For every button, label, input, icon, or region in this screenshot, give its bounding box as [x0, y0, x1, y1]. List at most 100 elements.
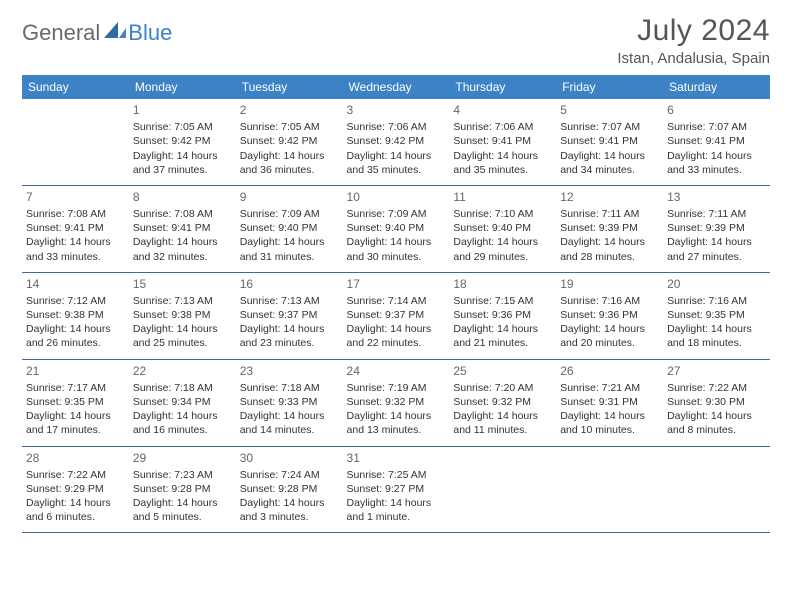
day-number: 29 — [133, 450, 232, 466]
calendar-day-cell: 11Sunrise: 7:10 AMSunset: 9:40 PMDayligh… — [449, 185, 556, 272]
sunset-line: Sunset: 9:27 PM — [347, 482, 446, 496]
sunrise-line: Sunrise: 7:09 AM — [240, 207, 339, 221]
sunrise-line: Sunrise: 7:16 AM — [560, 294, 659, 308]
sunrise-line: Sunrise: 7:18 AM — [133, 381, 232, 395]
sunrise-line: Sunrise: 7:25 AM — [347, 468, 446, 482]
sunset-line: Sunset: 9:35 PM — [667, 308, 766, 322]
calendar-header-row: SundayMondayTuesdayWednesdayThursdayFrid… — [22, 75, 770, 99]
calendar-week-row: 21Sunrise: 7:17 AMSunset: 9:35 PMDayligh… — [22, 359, 770, 446]
sunrise-line: Sunrise: 7:18 AM — [240, 381, 339, 395]
day-number: 3 — [347, 102, 446, 118]
weekday-header: Wednesday — [343, 75, 450, 99]
day-number: 26 — [560, 363, 659, 379]
sunset-line: Sunset: 9:36 PM — [560, 308, 659, 322]
daylight-line: Daylight: 14 hours and 14 minutes. — [240, 409, 339, 437]
calendar-day-cell: 31Sunrise: 7:25 AMSunset: 9:27 PMDayligh… — [343, 446, 450, 533]
sunrise-line: Sunrise: 7:05 AM — [240, 120, 339, 134]
daylight-line: Daylight: 14 hours and 25 minutes. — [133, 322, 232, 350]
calendar-day-cell: 30Sunrise: 7:24 AMSunset: 9:28 PMDayligh… — [236, 446, 343, 533]
header: General Blue July 2024 Istan, Andalusia,… — [22, 14, 770, 67]
sunset-line: Sunset: 9:39 PM — [560, 221, 659, 235]
sunset-line: Sunset: 9:32 PM — [453, 395, 552, 409]
daylight-line: Daylight: 14 hours and 1 minute. — [347, 496, 446, 524]
calendar-day-cell: 26Sunrise: 7:21 AMSunset: 9:31 PMDayligh… — [556, 359, 663, 446]
daylight-line: Daylight: 14 hours and 34 minutes. — [560, 149, 659, 177]
sunrise-line: Sunrise: 7:20 AM — [453, 381, 552, 395]
calendar-day-cell — [449, 446, 556, 533]
weekday-header: Friday — [556, 75, 663, 99]
sunrise-line: Sunrise: 7:07 AM — [560, 120, 659, 134]
sunset-line: Sunset: 9:28 PM — [133, 482, 232, 496]
sunset-line: Sunset: 9:41 PM — [133, 221, 232, 235]
sunrise-line: Sunrise: 7:24 AM — [240, 468, 339, 482]
daylight-line: Daylight: 14 hours and 11 minutes. — [453, 409, 552, 437]
day-number: 17 — [347, 276, 446, 292]
weekday-header: Thursday — [449, 75, 556, 99]
sunset-line: Sunset: 9:29 PM — [26, 482, 125, 496]
weekday-header: Saturday — [663, 75, 770, 99]
daylight-line: Daylight: 14 hours and 29 minutes. — [453, 235, 552, 263]
calendar-day-cell: 1Sunrise: 7:05 AMSunset: 9:42 PMDaylight… — [129, 99, 236, 185]
day-number: 28 — [26, 450, 125, 466]
daylight-line: Daylight: 14 hours and 30 minutes. — [347, 235, 446, 263]
sunset-line: Sunset: 9:28 PM — [240, 482, 339, 496]
calendar-day-cell: 9Sunrise: 7:09 AMSunset: 9:40 PMDaylight… — [236, 185, 343, 272]
daylight-line: Daylight: 14 hours and 5 minutes. — [133, 496, 232, 524]
sunrise-line: Sunrise: 7:11 AM — [560, 207, 659, 221]
calendar-day-cell: 13Sunrise: 7:11 AMSunset: 9:39 PMDayligh… — [663, 185, 770, 272]
sunset-line: Sunset: 9:41 PM — [453, 134, 552, 148]
day-number: 14 — [26, 276, 125, 292]
sunrise-line: Sunrise: 7:22 AM — [26, 468, 125, 482]
weekday-header: Tuesday — [236, 75, 343, 99]
sunset-line: Sunset: 9:33 PM — [240, 395, 339, 409]
calendar-day-cell: 29Sunrise: 7:23 AMSunset: 9:28 PMDayligh… — [129, 446, 236, 533]
logo: General Blue — [22, 20, 172, 46]
sunset-line: Sunset: 9:34 PM — [133, 395, 232, 409]
calendar-day-cell: 5Sunrise: 7:07 AMSunset: 9:41 PMDaylight… — [556, 99, 663, 185]
location-text: Istan, Andalusia, Spain — [617, 50, 770, 67]
daylight-line: Daylight: 14 hours and 37 minutes. — [133, 149, 232, 177]
sunrise-line: Sunrise: 7:06 AM — [453, 120, 552, 134]
day-number: 24 — [347, 363, 446, 379]
day-number: 1 — [133, 102, 232, 118]
daylight-line: Daylight: 14 hours and 35 minutes. — [453, 149, 552, 177]
day-number: 9 — [240, 189, 339, 205]
sunrise-line: Sunrise: 7:17 AM — [26, 381, 125, 395]
day-number: 21 — [26, 363, 125, 379]
sunrise-line: Sunrise: 7:10 AM — [453, 207, 552, 221]
calendar-body: 1Sunrise: 7:05 AMSunset: 9:42 PMDaylight… — [22, 99, 770, 533]
daylight-line: Daylight: 14 hours and 20 minutes. — [560, 322, 659, 350]
daylight-line: Daylight: 14 hours and 17 minutes. — [26, 409, 125, 437]
sunset-line: Sunset: 9:32 PM — [347, 395, 446, 409]
calendar-day-cell: 27Sunrise: 7:22 AMSunset: 9:30 PMDayligh… — [663, 359, 770, 446]
sunrise-line: Sunrise: 7:06 AM — [347, 120, 446, 134]
sunset-line: Sunset: 9:38 PM — [26, 308, 125, 322]
day-number: 30 — [240, 450, 339, 466]
daylight-line: Daylight: 14 hours and 28 minutes. — [560, 235, 659, 263]
sunrise-line: Sunrise: 7:13 AM — [133, 294, 232, 308]
daylight-line: Daylight: 14 hours and 6 minutes. — [26, 496, 125, 524]
sunrise-line: Sunrise: 7:22 AM — [667, 381, 766, 395]
sunrise-line: Sunrise: 7:13 AM — [240, 294, 339, 308]
daylight-line: Daylight: 14 hours and 33 minutes. — [26, 235, 125, 263]
daylight-line: Daylight: 14 hours and 26 minutes. — [26, 322, 125, 350]
calendar-day-cell: 18Sunrise: 7:15 AMSunset: 9:36 PMDayligh… — [449, 272, 556, 359]
sunrise-line: Sunrise: 7:07 AM — [667, 120, 766, 134]
sunset-line: Sunset: 9:39 PM — [667, 221, 766, 235]
day-number: 2 — [240, 102, 339, 118]
day-number: 6 — [667, 102, 766, 118]
daylight-line: Daylight: 14 hours and 23 minutes. — [240, 322, 339, 350]
sunrise-line: Sunrise: 7:14 AM — [347, 294, 446, 308]
daylight-line: Daylight: 14 hours and 33 minutes. — [667, 149, 766, 177]
calendar-day-cell: 19Sunrise: 7:16 AMSunset: 9:36 PMDayligh… — [556, 272, 663, 359]
daylight-line: Daylight: 14 hours and 36 minutes. — [240, 149, 339, 177]
daylight-line: Daylight: 14 hours and 31 minutes. — [240, 235, 339, 263]
calendar-day-cell: 23Sunrise: 7:18 AMSunset: 9:33 PMDayligh… — [236, 359, 343, 446]
calendar-day-cell: 8Sunrise: 7:08 AMSunset: 9:41 PMDaylight… — [129, 185, 236, 272]
sunset-line: Sunset: 9:40 PM — [453, 221, 552, 235]
calendar-week-row: 28Sunrise: 7:22 AMSunset: 9:29 PMDayligh… — [22, 446, 770, 533]
calendar-day-cell: 3Sunrise: 7:06 AMSunset: 9:42 PMDaylight… — [343, 99, 450, 185]
calendar-week-row: 1Sunrise: 7:05 AMSunset: 9:42 PMDaylight… — [22, 99, 770, 185]
calendar-day-cell: 28 Sunrise: 7:22 AMSunset: 9:29 PMDayligh… — [22, 446, 129, 533]
sunset-line: Sunset: 9:30 PM — [667, 395, 766, 409]
